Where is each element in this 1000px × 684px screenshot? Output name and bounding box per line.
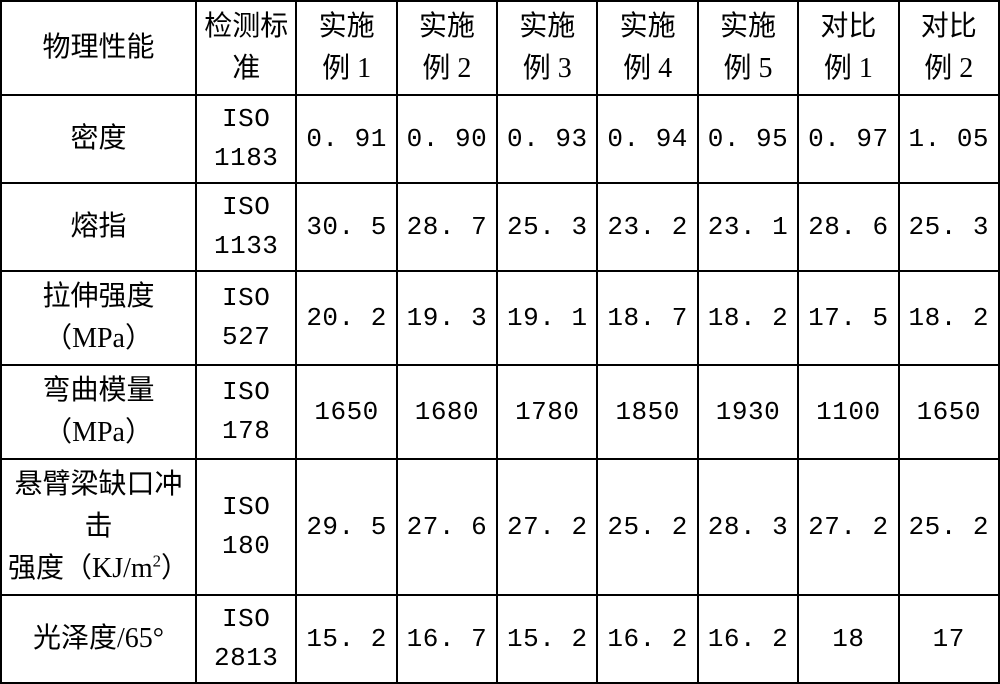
value-cell: 1930 [698, 365, 798, 459]
header-compare-2: 对比 例 2 [899, 1, 999, 95]
value-cell: 18 [798, 595, 898, 683]
value-cell: 23. 1 [698, 183, 798, 271]
header-example-2: 实施 例 2 [397, 1, 497, 95]
header-ex-l2-3: 例 3 [523, 53, 572, 84]
value-cell: 28. 3 [698, 459, 798, 595]
header-property-label: 物理性能 [43, 32, 155, 63]
value-cell: 30. 5 [296, 183, 396, 271]
value-cell: 20. 2 [296, 271, 396, 365]
header-cmp-l2-1: 例 1 [824, 53, 873, 84]
header-example-1: 实施 例 1 [296, 1, 396, 95]
value-cell: 0. 94 [597, 95, 697, 183]
value-cell: 0. 91 [296, 95, 396, 183]
header-ex-l2-5: 例 5 [724, 53, 773, 84]
property-cell: 弯曲模量（MPa） [1, 365, 196, 459]
header-property: 物理性能 [1, 1, 196, 95]
value-cell: 27. 2 [798, 459, 898, 595]
header-ex-l2-1: 例 1 [322, 53, 371, 84]
header-example-3: 实施 例 3 [497, 1, 597, 95]
value-cell: 16. 7 [397, 595, 497, 683]
header-ex-l2-2: 例 2 [422, 53, 471, 84]
value-cell: 23. 2 [597, 183, 697, 271]
header-ex-l1-1: 实施 [319, 11, 375, 42]
header-example-5: 实施 例 5 [698, 1, 798, 95]
value-cell: 0. 95 [698, 95, 798, 183]
value-cell: 18. 7 [597, 271, 697, 365]
header-cmp-l2-2: 例 2 [924, 53, 973, 84]
header-cmp-l1-2: 对比 [921, 11, 977, 42]
value-cell: 25. 2 [899, 459, 999, 595]
header-standard-l2: 准 [232, 53, 260, 84]
value-cell: 27. 6 [397, 459, 497, 595]
value-cell: 15. 2 [296, 595, 396, 683]
table-body: 密度ISO11830. 910. 900. 930. 940. 950. 971… [1, 95, 999, 683]
value-cell: 29. 5 [296, 459, 396, 595]
properties-table: 物理性能 检测标 准 实施 例 1 实施 例 2 实施 例 3 [0, 0, 1000, 684]
header-ex-l1-5: 实施 [720, 11, 776, 42]
header-ex-l2-4: 例 4 [623, 53, 672, 84]
value-cell: 28. 7 [397, 183, 497, 271]
header-standard-l1: 检测标 [204, 11, 288, 42]
property-cell: 密度 [1, 95, 196, 183]
standard-cell: ISO1183 [196, 95, 296, 183]
value-cell: 0. 93 [497, 95, 597, 183]
header-example-4: 实施 例 4 [597, 1, 697, 95]
data-table-container: 物理性能 检测标 准 实施 例 1 实施 例 2 实施 例 3 [0, 0, 1000, 684]
header-ex-l1-2: 实施 [419, 11, 475, 42]
header-cmp-l1-1: 对比 [820, 11, 876, 42]
value-cell: 18. 2 [698, 271, 798, 365]
table-row: 弯曲模量（MPa）ISO 178165016801780185019301100… [1, 365, 999, 459]
standard-cell: ISO 527 [196, 271, 296, 365]
value-cell: 16. 2 [698, 595, 798, 683]
value-cell: 17. 5 [798, 271, 898, 365]
value-cell: 1650 [899, 365, 999, 459]
header-row: 物理性能 检测标 准 实施 例 1 实施 例 2 实施 例 3 [1, 1, 999, 95]
value-cell: 1100 [798, 365, 898, 459]
value-cell: 1. 05 [899, 95, 999, 183]
value-cell: 15. 2 [497, 595, 597, 683]
header-ex-l1-3: 实施 [519, 11, 575, 42]
value-cell: 25. 3 [899, 183, 999, 271]
value-cell: 25. 2 [597, 459, 697, 595]
standard-cell: ISO 180 [196, 459, 296, 595]
value-cell: 27. 2 [497, 459, 597, 595]
standard-cell: ISO 178 [196, 365, 296, 459]
table-row: 悬臂梁缺口冲击强度（KJ/m2）ISO 18029. 527. 627. 225… [1, 459, 999, 595]
header-standard: 检测标 准 [196, 1, 296, 95]
value-cell: 0. 90 [397, 95, 497, 183]
value-cell: 1850 [597, 365, 697, 459]
standard-cell: ISO1133 [196, 183, 296, 271]
header-ex-l1-4: 实施 [620, 11, 676, 42]
value-cell: 25. 3 [497, 183, 597, 271]
value-cell: 16. 2 [597, 595, 697, 683]
value-cell: 0. 97 [798, 95, 898, 183]
property-cell: 拉伸强度（MPa） [1, 271, 196, 365]
value-cell: 1650 [296, 365, 396, 459]
value-cell: 19. 3 [397, 271, 497, 365]
table-row: 拉伸强度（MPa）ISO 52720. 219. 319. 118. 718. … [1, 271, 999, 365]
property-cell: 悬臂梁缺口冲击强度（KJ/m2） [1, 459, 196, 595]
value-cell: 19. 1 [497, 271, 597, 365]
table-row: 光泽度/65°ISO281315. 216. 715. 216. 216. 21… [1, 595, 999, 683]
header-compare-1: 对比 例 1 [798, 1, 898, 95]
table-row: 密度ISO11830. 910. 900. 930. 940. 950. 971… [1, 95, 999, 183]
value-cell: 17 [899, 595, 999, 683]
property-cell: 光泽度/65° [1, 595, 196, 683]
property-cell: 熔指 [1, 183, 196, 271]
value-cell: 18. 2 [899, 271, 999, 365]
value-cell: 28. 6 [798, 183, 898, 271]
value-cell: 1780 [497, 365, 597, 459]
standard-cell: ISO2813 [196, 595, 296, 683]
value-cell: 1680 [397, 365, 497, 459]
table-row: 熔指ISO113330. 528. 725. 323. 223. 128. 62… [1, 183, 999, 271]
